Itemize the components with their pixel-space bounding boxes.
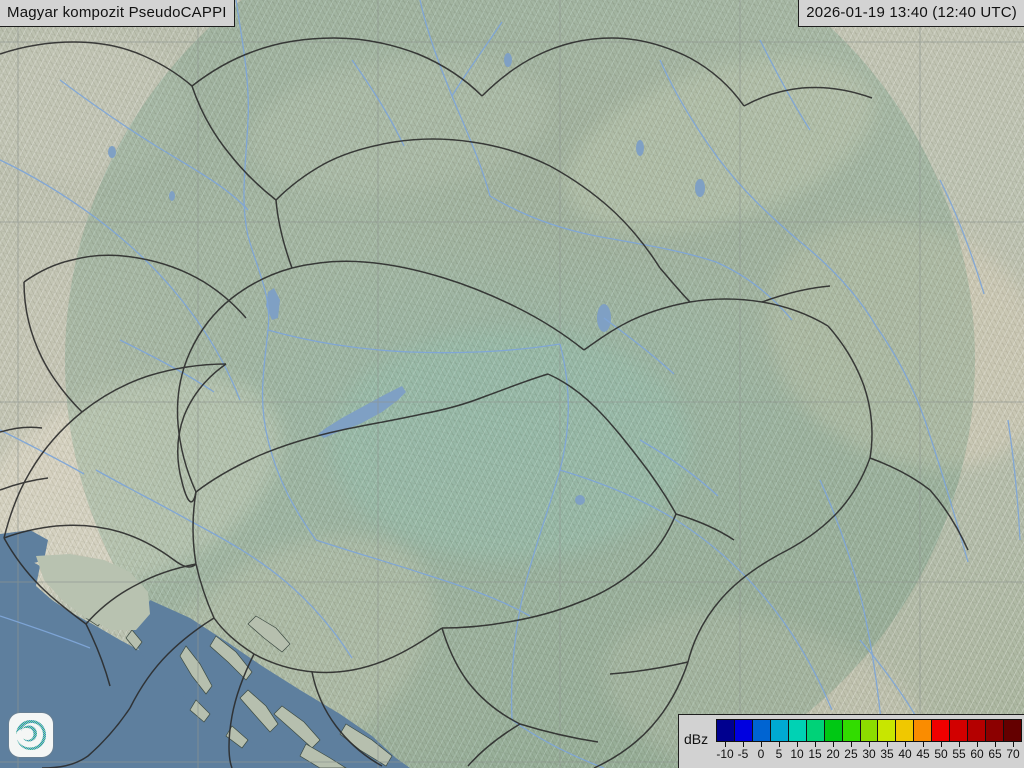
lake-balaton <box>318 386 406 438</box>
legend-tick-label: 55 <box>952 747 966 761</box>
adriatic-sea <box>0 556 400 768</box>
legend-tick-label: 50 <box>934 747 948 761</box>
legend-tick-label: 60 <box>970 747 984 761</box>
dbz-color-scale-legend: dBz -10 -5 0 5 10 15 20 25 30 35 40 45 50 55 60 65 70 <box>678 714 1024 768</box>
legend-tick <box>1013 742 1014 747</box>
legend-swatch-40 <box>896 720 915 741</box>
legend-swatch-65 <box>986 720 1004 741</box>
legend-tick <box>923 742 924 747</box>
legend-tick-label: 5 <box>775 747 783 761</box>
legend-tick <box>815 742 816 747</box>
legend-swatch-10 <box>788 720 807 741</box>
legend-swatch-5 <box>770 720 789 741</box>
legend-swatch-60 <box>968 720 987 741</box>
legend-tick-label: 65 <box>988 747 1002 761</box>
legend-tick-label: 45 <box>916 747 930 761</box>
kvarner-bay <box>130 600 410 768</box>
legend-swatch-20 <box>824 720 843 741</box>
legend-unit-label: dBz <box>684 731 709 747</box>
legend-swatch-0 <box>752 720 771 741</box>
legend-tick <box>725 742 726 747</box>
legend-tick-label: 25 <box>844 747 858 761</box>
legend-tick-label: 35 <box>880 747 894 761</box>
legend-swatch-70 <box>1004 720 1021 741</box>
legend-tick-label: 0 <box>757 747 765 761</box>
legend-swatch--10 <box>717 720 735 741</box>
legend-tick <box>797 742 798 747</box>
legend-tick <box>905 742 906 747</box>
legend-swatch-15 <box>806 720 825 741</box>
legend-tick <box>977 742 978 747</box>
legend-tick <box>761 742 762 747</box>
met-service-logo[interactable] <box>9 713 53 757</box>
adriatic-sea-upper <box>0 530 48 572</box>
istria-peninsula <box>36 554 150 630</box>
legend-tick <box>887 742 888 747</box>
legend-tick-label: 15 <box>808 747 822 761</box>
legend-tick <box>959 742 960 747</box>
legend-tick <box>850 742 852 747</box>
legend-color-bar <box>716 719 1022 742</box>
legend-swatch--5 <box>734 720 753 741</box>
lake-neusiedl <box>266 288 280 320</box>
legend-swatch-55 <box>950 720 969 741</box>
legend-tick-label: 30 <box>862 747 876 761</box>
legend-tick-labels: -10 -5 0 5 10 15 20 25 30 35 40 45 50 55 60 65 70 <box>716 747 1022 765</box>
product-title-label: Magyar kompozit PseudoCAPPI <box>0 0 235 27</box>
legend-tick <box>833 742 834 747</box>
legend-swatch-50 <box>932 720 951 741</box>
spiral-logo-icon <box>16 720 46 750</box>
legend-swatch-45 <box>914 720 933 741</box>
legend-tick-label: 40 <box>898 747 912 761</box>
legend-tick <box>995 742 996 747</box>
timestamp-label: 2026-01-19 13:40 (12:40 UTC) <box>798 0 1024 27</box>
legend-swatch-30 <box>860 720 879 741</box>
legend-swatch-35 <box>878 720 897 741</box>
legend-tick-label: -10 <box>716 747 734 761</box>
legend-tick <box>743 742 744 747</box>
legend-tick-label: 70 <box>1006 747 1020 761</box>
legend-ticks <box>716 742 1022 748</box>
legend-tick <box>779 742 780 747</box>
legend-tick <box>941 742 942 747</box>
legend-tick-label: 10 <box>790 747 804 761</box>
legend-tick-label: -5 <box>737 747 749 761</box>
legend-tick-label: 20 <box>826 747 840 761</box>
legend-tick <box>869 742 870 747</box>
legend-swatch-25 <box>842 720 861 741</box>
